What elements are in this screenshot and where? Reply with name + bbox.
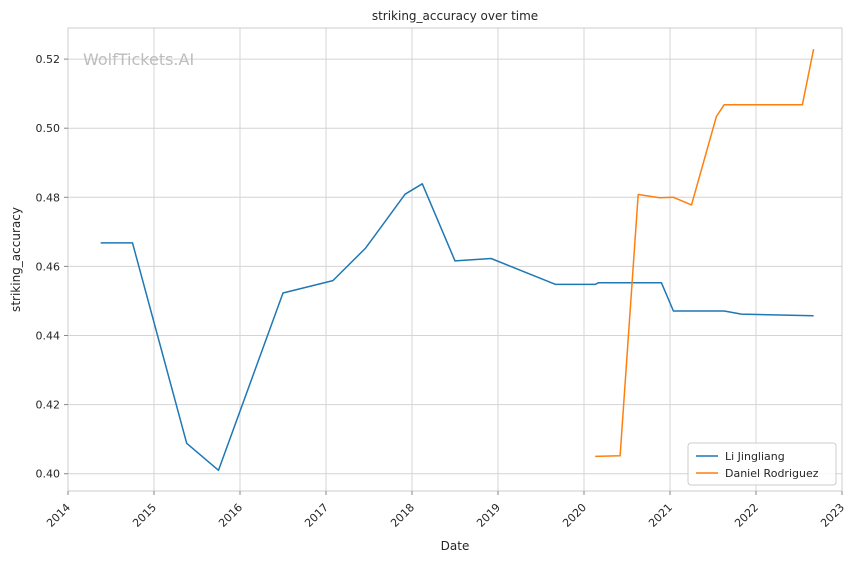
series-layer — [100, 48, 815, 472]
y-tick-label: 0.48 — [36, 191, 61, 204]
y-axis-ticks: 0.40 0.42 0.44 0.46 0.48 0.50 0.52 — [36, 53, 68, 481]
legend: Li Jingliang Daniel Rodriguez — [687, 442, 837, 486]
y-axis-title: striking_accuracy — [9, 207, 23, 312]
plot-frame — [67, 27, 843, 492]
watermark-text: WolfTickets.AI — [83, 50, 194, 69]
series-line-0 — [100, 183, 814, 472]
y-tick-label: 0.42 — [36, 399, 61, 412]
y-tick-label: 0.40 — [36, 468, 61, 481]
y-tick-label: 0.46 — [36, 260, 61, 273]
x-axis-title: Date — [441, 539, 470, 553]
y-tick-label: 0.50 — [36, 122, 61, 135]
legend-box — [687, 442, 837, 486]
y-tick-label: 0.52 — [36, 53, 61, 66]
y-tick-label: 0.44 — [36, 330, 61, 343]
chart-title: striking_accuracy over time — [372, 9, 538, 23]
series-line-1 — [595, 48, 815, 458]
legend-label: Daniel Rodriguez — [725, 467, 819, 480]
legend-label: Li Jingliang — [725, 450, 785, 463]
